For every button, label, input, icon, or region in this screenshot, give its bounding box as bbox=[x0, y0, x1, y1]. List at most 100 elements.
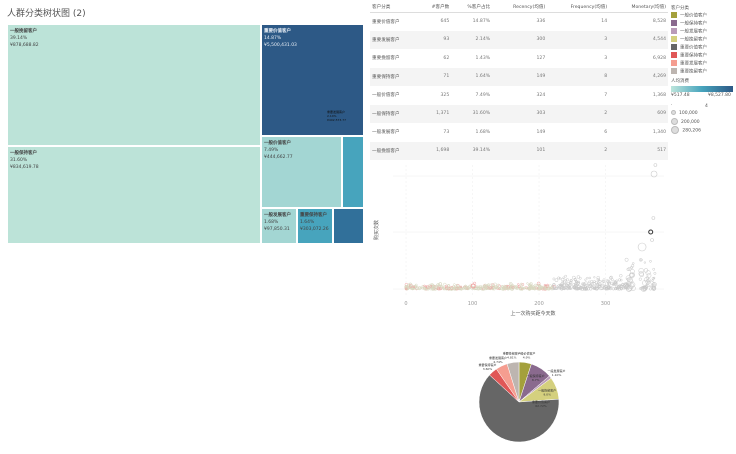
table-cell: 93 bbox=[418, 30, 452, 49]
scatter-point bbox=[528, 284, 532, 288]
scatter-point bbox=[412, 285, 416, 289]
legend-title: 客户分类 bbox=[671, 6, 689, 11]
scatter-point bbox=[584, 278, 587, 281]
table-cell: 重要发展客户 bbox=[370, 30, 419, 49]
scatter-point bbox=[476, 285, 480, 289]
scatter-point bbox=[623, 283, 628, 288]
scatter-point bbox=[508, 282, 513, 286]
legend-item[interactable]: 重要保持客户 bbox=[671, 52, 707, 59]
table-row[interactable]: 重要保持客户 71 1.64% 149 8 4,269 bbox=[370, 67, 668, 86]
scatter-point bbox=[501, 285, 504, 288]
scatter-point bbox=[446, 283, 451, 288]
legend-item[interactable]: 一般发展客户 bbox=[671, 28, 707, 35]
table-cell: 73 bbox=[443, 129, 450, 135]
table-cell: 3 bbox=[604, 55, 608, 61]
treemap-cell[interactable]: 一般挽留客户 39.14% ¥878,688.82 bbox=[7, 24, 261, 146]
column-header[interactable]: Recency(均值) bbox=[492, 2, 548, 13]
legend-item[interactable]: 一般保持客户 bbox=[671, 20, 707, 27]
size-legend-item: 200,000 bbox=[671, 118, 700, 125]
table-row[interactable]: 一般发展客户 73 1.68% 149 6 1,340 bbox=[370, 123, 668, 142]
scatter-point bbox=[462, 287, 465, 290]
scatter-point bbox=[506, 287, 510, 291]
table-cell: 303 bbox=[492, 104, 548, 123]
scatter-point bbox=[404, 287, 408, 291]
scatter-point bbox=[459, 285, 463, 288]
scatter-point bbox=[645, 276, 650, 280]
treemap-value: ¥303,072.26 bbox=[300, 227, 329, 232]
scatter-point bbox=[592, 287, 596, 290]
table-row[interactable]: 一般保持客户 1,371 31.60% 303 2 609 bbox=[370, 104, 668, 123]
table-cell: 1,340 bbox=[652, 129, 666, 135]
pie-slice bbox=[478, 374, 560, 443]
pie-label: 一般保持客户 8.7% bbox=[527, 373, 545, 382]
scatter-point bbox=[638, 277, 642, 281]
scatter-point bbox=[548, 287, 551, 291]
treemap-cell[interactable]: 一般价值客户 7.49% ¥444,662.77 bbox=[261, 136, 342, 208]
scatter-point bbox=[595, 285, 598, 288]
treemap-cell[interactable]: 一般发展客户 1.68% ¥97,850.31 bbox=[261, 208, 297, 244]
scatter-point bbox=[429, 285, 433, 288]
scatter-point bbox=[597, 286, 600, 289]
table-cell: 2 bbox=[547, 104, 610, 123]
scatter-point bbox=[639, 287, 642, 290]
scatter-point bbox=[586, 283, 590, 287]
legend-item[interactable]: 一般挽留客户 bbox=[671, 36, 707, 43]
pie-label-name: 一般挽留客户 bbox=[538, 388, 556, 393]
table-cell: 127 bbox=[536, 55, 546, 61]
legend-item[interactable]: 重要挽留客户 bbox=[671, 68, 707, 75]
pie-label-value: 4.9% bbox=[523, 356, 531, 360]
scatter-point bbox=[589, 287, 593, 291]
pie-label: 一般价值客户 4.9% bbox=[518, 351, 536, 360]
scatter-point bbox=[442, 287, 446, 291]
column-header[interactable]: Frequency(均值) bbox=[547, 2, 610, 13]
pie-label-name: 一般保持客户 bbox=[527, 373, 545, 378]
table-row[interactable]: 重要发展客户 93 2.14% 300 3 4,544 bbox=[370, 30, 668, 49]
treemap-label: 一般保持客户 bbox=[10, 151, 37, 156]
column-header[interactable]: Monetary(均值) bbox=[609, 2, 668, 13]
scatter-point bbox=[436, 287, 440, 291]
legend-item[interactable]: 一般价值客户 bbox=[671, 12, 707, 19]
scatter-point bbox=[438, 282, 442, 286]
scatter-point bbox=[493, 282, 497, 287]
treemap-cell[interactable] bbox=[333, 208, 364, 244]
table-row[interactable]: 重要价值客户 645 14.87% 336 14 8,528 bbox=[370, 12, 668, 31]
scatter-point bbox=[575, 287, 579, 291]
treemap-cell[interactable] bbox=[342, 136, 364, 208]
scatter-point bbox=[573, 285, 577, 289]
table-row[interactable]: 一般价值客户 325 7.49% 324 7 1,368 bbox=[370, 86, 668, 105]
pie-slice bbox=[506, 361, 520, 403]
legend-item[interactable]: 重要发展客户 bbox=[671, 60, 707, 67]
column-header[interactable]: #客户数 bbox=[418, 2, 452, 13]
table-cell: 8 bbox=[547, 67, 610, 86]
treemap-cell[interactable]: 重要价值客户 14.87% ¥5,500,431.03 bbox=[261, 24, 364, 136]
column-header[interactable]: %客户占比 bbox=[451, 2, 493, 13]
scatter-point bbox=[645, 270, 651, 276]
treemap-cell[interactable]: 重要保持客户 1.64% ¥303,072.26 bbox=[297, 208, 333, 244]
scatter-point bbox=[615, 285, 619, 289]
pie-label: 重要发展客户 4.74% bbox=[489, 355, 507, 364]
table-row[interactable]: 一般挽留客户 1,698 39.14% 101 2 517 bbox=[370, 141, 668, 160]
table-cell: 1.43% bbox=[475, 55, 491, 61]
scatter-point bbox=[531, 284, 535, 288]
column-header[interactable]: 客户分类 bbox=[370, 2, 419, 13]
legend-swatch bbox=[671, 28, 677, 34]
pie-label: 一般发展客户 1.10% bbox=[548, 368, 566, 377]
treemap-label: 重要保持客户 bbox=[300, 213, 327, 218]
scatter-point bbox=[639, 258, 643, 262]
treemap-pct: 1.68% bbox=[264, 220, 279, 225]
legend-item[interactable]: 重要价值客户 bbox=[671, 44, 707, 51]
scatter-point bbox=[639, 272, 644, 278]
pie-label-value: 1.10% bbox=[552, 373, 562, 377]
segment-table: 客户分类 #客户数 %客户占比 Recency(均值) Frequency(均值) Mon… bbox=[370, 2, 668, 160]
scatter-point bbox=[547, 286, 551, 290]
treemap-label: 一般发展客户 bbox=[264, 213, 291, 218]
table-row[interactable]: 重要挽留客户 62 1.43% 127 3 6,928 bbox=[370, 49, 668, 68]
treemap-cell[interactable]: 一般保持客户 31.60% ¥834,619.78 bbox=[7, 146, 261, 244]
table-cell: 101 bbox=[492, 141, 548, 160]
scatter-point bbox=[602, 278, 606, 282]
scatter-point bbox=[537, 287, 541, 291]
scatter-point bbox=[496, 283, 500, 287]
scatter-point bbox=[470, 283, 476, 289]
scatter-point bbox=[543, 286, 547, 291]
scatter-point bbox=[566, 284, 570, 288]
